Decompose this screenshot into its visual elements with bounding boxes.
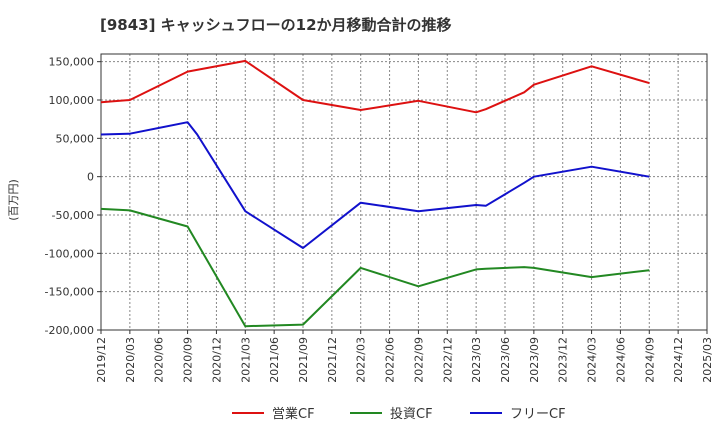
legend-label: フリーCF xyxy=(510,407,566,422)
x-tick-label: 2022/12 xyxy=(441,337,454,383)
series-line xyxy=(100,59,650,114)
series-line xyxy=(100,207,650,328)
x-tick-label: 2025/03 xyxy=(701,337,714,383)
chart-title: [9843] キャッシュフローの12か月移動合計の推移 xyxy=(100,16,452,34)
y-tick-label: 50,000 xyxy=(56,132,95,145)
series xyxy=(100,59,650,328)
x-tick-label: 2021/03 xyxy=(239,337,252,383)
x-axis: 2019/12 2020/03 2020/06 2020/09 2020/12 2021/… xyxy=(95,330,714,383)
x-tick-label: 2023/12 xyxy=(557,337,570,383)
x-tick-label: 2020/06 xyxy=(153,337,166,383)
y-tick-label: -150,000 xyxy=(45,286,94,299)
x-tick-label: 2023/03 xyxy=(470,337,483,383)
x-tick-label: 2024/03 xyxy=(586,337,599,383)
x-tick-label: 2021/12 xyxy=(326,337,339,383)
legend: 営業CF 投資CF フリーCF xyxy=(232,406,566,422)
x-tick-label: 2020/12 xyxy=(210,337,223,383)
x-tick-label: 2022/06 xyxy=(384,337,397,383)
legend-label: 営業CF xyxy=(272,406,315,422)
y-tick-label: -100,000 xyxy=(45,247,94,260)
x-tick-label: 2022/09 xyxy=(412,337,425,383)
y-axis-label: (百万円) xyxy=(7,179,20,221)
plot-frame xyxy=(100,53,708,331)
y-tick-label: 150,000 xyxy=(49,56,95,69)
x-tick-label: 2023/09 xyxy=(528,337,541,383)
plot-area xyxy=(101,54,707,330)
y-axis: 150,000 100,000 50,000 0 -50,000 -100,000 -150… xyxy=(45,56,101,337)
series-line xyxy=(100,121,650,249)
x-tick-label: 2019/12 xyxy=(95,337,108,383)
x-tick-label: 2024/12 xyxy=(672,337,685,383)
y-tick-label: 0 xyxy=(87,171,94,184)
x-tick-label: 2020/03 xyxy=(124,337,137,383)
legend-label: 投資CF xyxy=(390,406,433,422)
x-tick-label: 2022/03 xyxy=(355,337,368,383)
y-tick-label: -50,000 xyxy=(52,209,94,222)
x-tick-label: 2024/09 xyxy=(643,337,656,383)
y-tick-label: 100,000 xyxy=(49,94,95,107)
x-tick-label: 2021/06 xyxy=(268,337,281,383)
y-tick-label: -200,000 xyxy=(45,324,94,337)
x-tick-label: 2023/06 xyxy=(499,337,512,383)
x-tick-label: 2024/06 xyxy=(614,337,627,383)
x-tick-label: 2020/09 xyxy=(182,337,195,383)
x-tick-label: 2021/09 xyxy=(297,337,310,383)
